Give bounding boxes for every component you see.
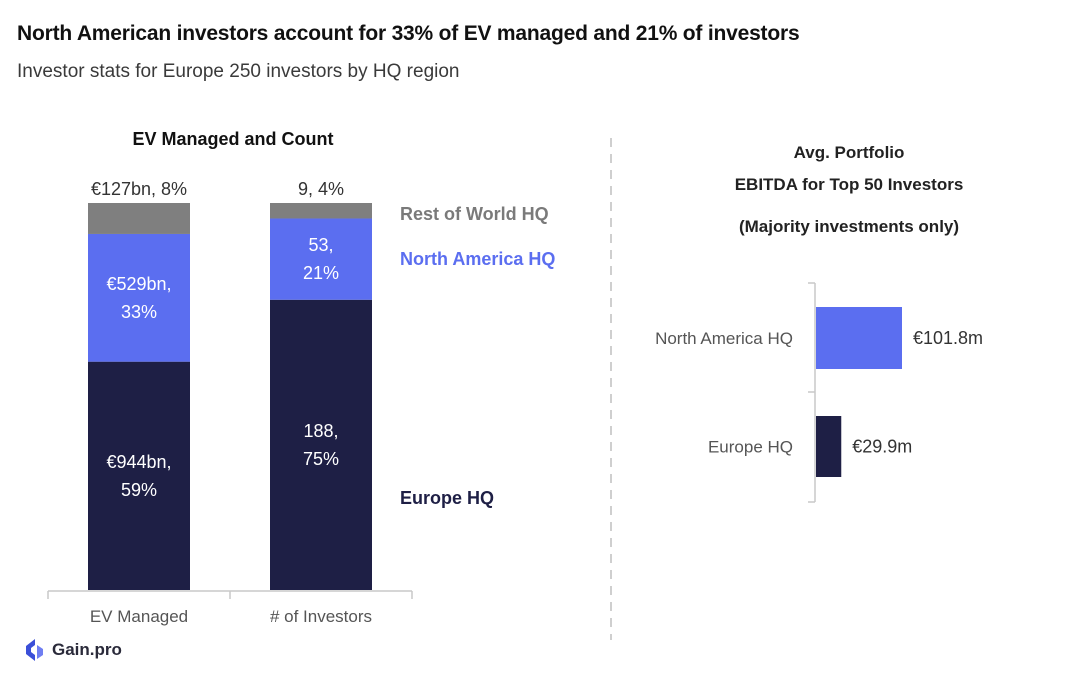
x-tick-label-2: # of Investors — [270, 607, 372, 626]
chart-title: North American investors account for 33%… — [17, 22, 800, 45]
data-label-europe-hq-1-line-2: 59% — [121, 480, 157, 500]
brand-name: Gain.pro — [52, 640, 122, 659]
hbar-value-label-north-america-hq: €101.8m — [913, 328, 983, 348]
hbar-value-label-europe-hq: €29.9m — [852, 437, 912, 457]
stacked-chart-title: EV Managed and Count — [132, 129, 333, 149]
data-label-europe-hq-2-line-1: 188, — [303, 421, 338, 441]
data-label-north-america-hq-1-line-2: 33% — [121, 302, 157, 322]
bar-north-america-hq-1 — [88, 233, 190, 362]
hbar-category-label-europe-hq: Europe HQ — [708, 438, 793, 457]
legend-label-north-america-hq: North America HQ — [400, 249, 555, 269]
bar-europe-hq-1 — [88, 361, 190, 590]
brand-logo: Gain.pro — [22, 637, 122, 663]
bar-rest-of-world-hq-2 — [270, 203, 372, 219]
x-tick-label-1: EV Managed — [90, 607, 188, 626]
hbar-title-line-2: EBITDA for Top 50 Investors — [735, 175, 964, 194]
legend-label-europe-hq: Europe HQ — [400, 488, 494, 508]
hbar-title-line-4: (Majority investments only) — [739, 217, 959, 236]
data-label-europe-hq-2-line-2: 75% — [303, 449, 339, 469]
data-label-north-america-hq-2-line-2: 21% — [303, 263, 339, 283]
bar-europe-hq-2 — [270, 299, 372, 590]
gain-pro-logo-icon — [26, 639, 43, 661]
data-label-rest-of-world-hq-1: €127bn, 8% — [91, 179, 187, 199]
bar-rest-of-world-hq-1 — [88, 203, 190, 234]
chart-subtitle: Investor stats for Europe 250 investors … — [17, 61, 460, 82]
data-label-north-america-hq-2-line-1: 53, — [308, 235, 333, 255]
hbar-europe-hq — [816, 416, 842, 477]
data-label-rest-of-world-hq-2: 9, 4% — [298, 179, 344, 199]
bar-north-america-hq-2 — [270, 218, 372, 300]
hbar-category-label-north-america-hq: North America HQ — [655, 329, 793, 348]
data-label-europe-hq-1-line-1: €944bn, — [106, 452, 171, 472]
data-label-north-america-hq-1-line-1: €529bn, — [106, 274, 171, 294]
hbar-north-america-hq — [816, 307, 902, 369]
hbar-title-line-1: Avg. Portfolio — [794, 143, 905, 162]
legend-label-rest-of-world-hq: Rest of World HQ — [400, 204, 549, 224]
